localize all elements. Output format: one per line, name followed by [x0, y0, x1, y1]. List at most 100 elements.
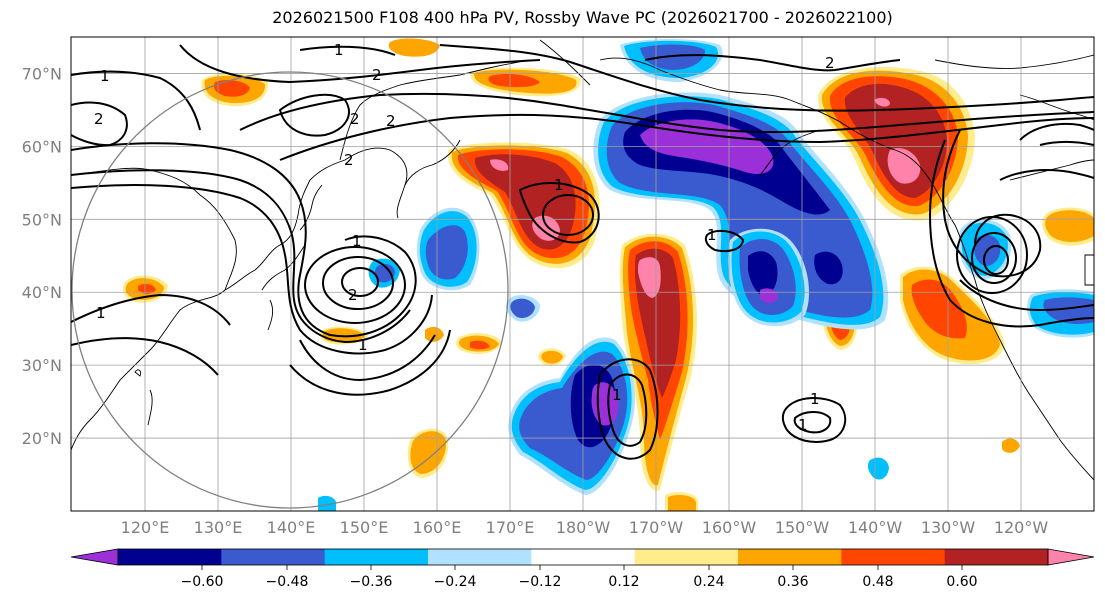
pv-contour-line	[1019, 122, 1094, 141]
longitude-label: 160°E	[413, 518, 462, 537]
pv-contour-line	[322, 256, 394, 310]
pv-contour-line	[299, 45, 396, 56]
positive-anomaly-patch	[488, 74, 540, 88]
longitude-label: 160°W	[702, 518, 757, 537]
pv-contour-line	[299, 334, 436, 382]
colorbar-extend-max	[1047, 548, 1095, 566]
reference-circle	[71, 71, 509, 509]
contour-label: 1	[707, 226, 717, 244]
latitude-label: 50°N	[22, 210, 62, 229]
plot-title: 2026021500 F108 400 hPa PV, Rossby Wave …	[272, 8, 893, 27]
positive-anomaly-alaska	[887, 148, 921, 184]
negative-anomaly-bering	[748, 251, 778, 296]
negative-anomaly-west-pacific	[425, 225, 468, 280]
colorbar-segment	[944, 549, 1049, 565]
pv-contour-line	[71, 293, 231, 326]
pv-contour-line	[942, 129, 1042, 278]
coastlines	[71, 39, 1094, 481]
positive-anomaly-patch	[541, 350, 563, 364]
contour-label: 1	[554, 176, 564, 194]
colorbar-outline	[117, 548, 1049, 566]
pv-contour-line	[71, 169, 411, 344]
positive-anomaly-patch	[1002, 438, 1020, 453]
longitude-label: 130°E	[194, 518, 243, 537]
pv-contour-line	[179, 44, 541, 84]
latitude-label: 40°N	[22, 283, 62, 302]
latitude-label: 60°N	[22, 137, 62, 156]
positive-anomaly-central-pacific	[638, 257, 661, 298]
contour-label: 1	[96, 304, 106, 322]
map-border	[70, 36, 1095, 512]
positive-anomaly-patch	[1045, 210, 1094, 242]
colorbar-tick-label: −0.48	[266, 574, 309, 590]
pv-contour-line	[71, 337, 219, 376]
longitude-label: 120°W	[994, 518, 1049, 537]
contour-label: 2	[94, 110, 104, 128]
positive-anomaly-patch	[425, 326, 444, 342]
positive-anomaly-alaska	[844, 83, 947, 198]
contour-label: 1	[334, 41, 344, 59]
map-content	[71, 37, 1094, 511]
pv-contour-line	[304, 246, 406, 324]
pv-contour-line	[71, 101, 128, 147]
pv-contour-line	[781, 397, 847, 443]
positive-anomaly-patch	[470, 340, 490, 350]
latitude-label: 70°N	[22, 64, 62, 83]
colorbar-tick-label: −0.12	[519, 574, 562, 590]
negative-anomaly-bering	[814, 251, 843, 285]
colorbar-tick-label: −0.24	[434, 574, 477, 590]
colorbar-tick-label: −0.36	[350, 574, 393, 590]
pv-contour-line	[71, 184, 433, 355]
longitude-label: 140°W	[848, 518, 903, 537]
pv-contour-line	[928, 139, 1094, 328]
pv-contour-line	[239, 92, 1094, 134]
contour-label: 1	[352, 232, 362, 250]
positive-anomaly-patch	[668, 494, 696, 511]
colorbar-segment	[531, 549, 636, 565]
contour-label: 2	[825, 54, 835, 72]
colorbar-tick-label: 0.60	[946, 574, 977, 590]
contour-label: 2	[348, 286, 358, 304]
contour-label: 1	[798, 416, 808, 434]
pv-contour-line	[999, 169, 1094, 181]
longitude-label: 150°E	[340, 518, 389, 537]
colorbar-segment	[118, 549, 222, 565]
pv-contour-line	[341, 267, 379, 297]
colorbar-tick-label: −0.60	[181, 574, 224, 590]
negative-anomaly-patch	[1043, 297, 1094, 324]
pv-contour-line	[607, 373, 648, 447]
longitude-label: 120°E	[121, 518, 170, 537]
pv-contour-line	[983, 245, 1009, 275]
contour-labels: 1 1 2 2 2 2 1 2 2 1 1 1 1 1 1 2 1	[94, 41, 835, 434]
pv-contour-line	[542, 194, 594, 236]
positive-anomaly-alaska	[874, 97, 890, 107]
positive-anomaly-patch	[213, 80, 250, 97]
longitude-label: 170°E	[486, 518, 535, 537]
pv-contour-line	[644, 54, 901, 72]
contour-label: 1	[358, 336, 368, 354]
pv-contour-line	[793, 411, 832, 434]
pv-contour-line	[71, 70, 201, 131]
colorbar-tick-label: 0.48	[862, 574, 893, 590]
colorbar-tick-label: 0.36	[777, 574, 808, 590]
colorbar-segment	[324, 549, 429, 565]
contour-label: 1	[612, 386, 622, 404]
longitude-label: 150°W	[775, 518, 830, 537]
contour-label: 2	[350, 110, 360, 128]
longitude-label: 140°E	[267, 518, 316, 537]
negative-anomaly-patch	[867, 457, 889, 480]
pv-contour-line	[971, 232, 1017, 284]
colorbar-segment	[221, 549, 326, 565]
longitude-label: 130°W	[921, 518, 976, 537]
colorbar-segment	[428, 549, 532, 565]
contour-label: 1	[810, 390, 820, 408]
positive-anomaly-eastern-pacific	[911, 279, 967, 339]
colorbar-tick-label: 0.24	[693, 574, 724, 590]
colorbar: −0.60 −0.48 −0.36 −0.24 −0.12 0.12 0.24 0.36 0.4…	[70, 548, 1095, 590]
longitude-label: 170°W	[629, 518, 684, 537]
pv-contour-line	[518, 182, 600, 244]
contour-label: 1	[100, 67, 110, 85]
longitude-label: 180°W	[556, 518, 611, 537]
negative-anomaly-patch	[318, 495, 336, 511]
